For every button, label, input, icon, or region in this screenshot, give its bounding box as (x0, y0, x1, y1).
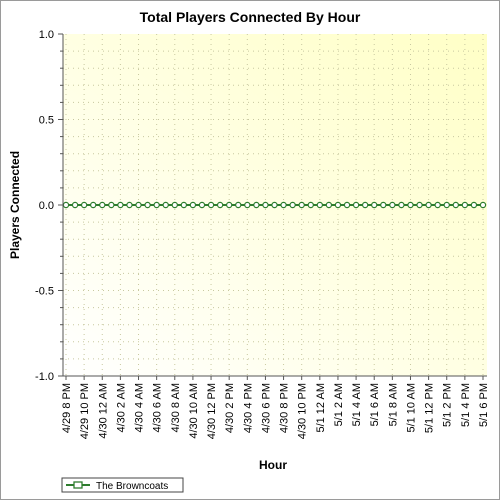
data-point (307, 201, 314, 209)
x-tick-label: 5/1 2 PM (442, 383, 454, 427)
x-tick-label: 4/30 8 PM (279, 383, 291, 433)
legend-marker-swatch (73, 481, 83, 489)
data-point (162, 201, 169, 209)
x-tick-label: 4/30 4 PM (242, 383, 254, 433)
data-point (225, 201, 233, 209)
data-point (153, 201, 160, 209)
data-point (434, 201, 441, 209)
data-point (144, 201, 151, 209)
data-point (334, 201, 342, 209)
x-tick-label: 4/30 2 AM (115, 383, 127, 433)
data-point (479, 201, 487, 209)
x-tick-label: 5/1 12 AM (315, 383, 327, 433)
data-point (280, 201, 287, 209)
data-point (62, 201, 70, 209)
x-tick-label: 4/29 8 PM (61, 383, 73, 433)
data-point (416, 201, 423, 209)
data-point (343, 201, 351, 209)
data-point (262, 201, 269, 209)
data-point (470, 201, 478, 209)
data-point (289, 201, 296, 209)
x-tick-label: 4/30 6 AM (152, 383, 164, 433)
data-point (207, 201, 215, 209)
y-axis-ticks: 1.0 0.5 0.0 -0.5 -1.0 (35, 29, 63, 383)
data-point (99, 201, 106, 209)
x-tick-label: 4/30 10 AM (188, 383, 200, 439)
x-tick-label: 5/1 6 PM (478, 383, 490, 427)
data-point (80, 201, 88, 209)
data-point (316, 201, 324, 209)
data-point (89, 201, 97, 209)
legend-box (61, 477, 184, 493)
y-tick-label: 0.0 (39, 200, 54, 212)
y-axis-title: Players Connected (8, 151, 22, 259)
data-point (216, 201, 224, 209)
data-point (135, 201, 142, 209)
data-point (407, 201, 414, 209)
data-point (398, 201, 405, 209)
x-tick-label: 4/30 12 PM (206, 383, 218, 439)
data-point (180, 201, 188, 209)
data-point (117, 201, 124, 209)
data-point (298, 201, 305, 209)
data-point (235, 201, 242, 209)
data-point (198, 201, 206, 209)
x-tick-label: 5/1 4 AM (351, 383, 363, 426)
x-tick-label: 4/30 4 AM (134, 383, 146, 433)
x-tick-label: 4/30 10 PM (297, 383, 309, 439)
x-tick-label: 5/1 12 PM (424, 383, 436, 433)
data-point (108, 201, 115, 209)
legend: The Browncoats (61, 477, 184, 493)
chart-title: Total Players Connected By Hour (140, 9, 361, 25)
x-tick-label: 5/1 8 AM (387, 383, 399, 426)
x-tick-label: 4/30 12 AM (97, 383, 109, 439)
y-tick-label: -1.0 (35, 371, 54, 383)
data-point (361, 201, 369, 209)
series-layer (62, 201, 487, 209)
data-point (389, 201, 396, 209)
data-point (443, 201, 450, 209)
data-point (189, 201, 197, 209)
data-point (371, 201, 378, 209)
data-point (271, 201, 278, 209)
x-axis-ticks: 4/29 8 PM 4/29 10 PM 4/30 12 AM 4/30 2 AM 4/… (61, 376, 490, 439)
data-point (352, 201, 360, 209)
legend-label: The Browncoats (96, 481, 168, 492)
data-point (452, 201, 460, 209)
y-tick-label: 1.0 (39, 29, 54, 41)
y-tick-label: 0.5 (39, 115, 54, 127)
x-tick-label: 5/1 6 AM (369, 383, 381, 426)
data-point (253, 201, 260, 209)
x-tick-label: 5/1 4 PM (460, 383, 472, 427)
x-tick-label: 4/30 6 PM (260, 383, 272, 433)
x-tick-label: 5/1 10 AM (405, 383, 417, 433)
data-point (171, 201, 178, 209)
data-point (244, 201, 251, 209)
x-tick-label: 4/30 8 AM (170, 383, 182, 433)
y-tick-label: -0.5 (35, 286, 54, 298)
x-tick-label: 4/30 2 PM (224, 383, 236, 433)
data-point (380, 201, 387, 209)
x-tick-label: 4/29 10 PM (79, 383, 91, 439)
data-point (425, 201, 432, 209)
data-point (71, 201, 79, 209)
data-point (126, 201, 133, 209)
x-axis-title: Hour (259, 458, 287, 472)
data-point (325, 201, 333, 209)
x-tick-label: 5/1 2 AM (333, 383, 345, 426)
data-point (461, 201, 469, 209)
